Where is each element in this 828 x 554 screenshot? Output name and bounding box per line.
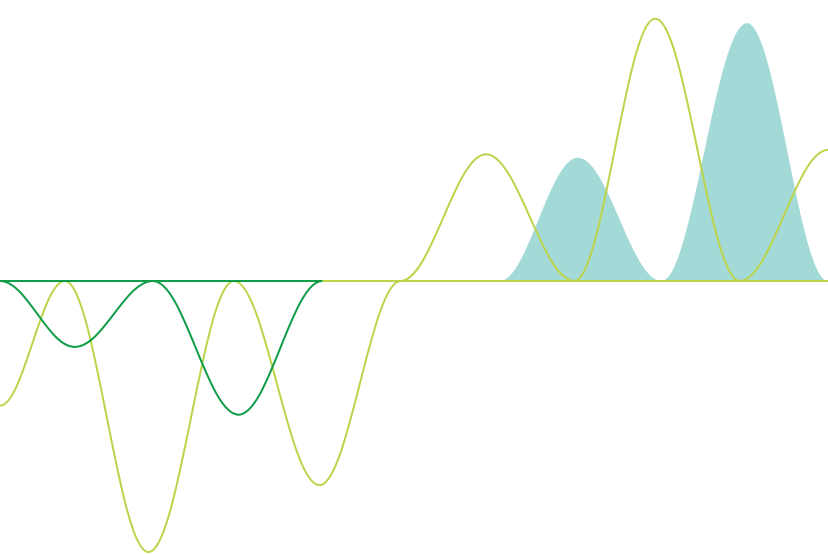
filled-peaks-group <box>499 23 828 282</box>
lime-wave-line <box>0 17 828 553</box>
filled-peaks-area <box>499 23 828 282</box>
green-wave-line <box>0 280 323 416</box>
wave-lines-group <box>0 17 828 553</box>
